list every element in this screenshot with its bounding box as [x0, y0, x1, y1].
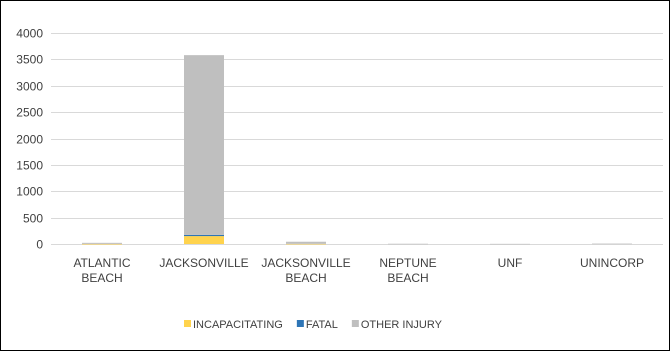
legend-swatch: [184, 320, 191, 327]
y-tick-label: 0: [36, 238, 43, 252]
bar-segment: [286, 244, 326, 245]
y-tick-label: 3000: [16, 80, 43, 94]
x-tick-label: JACKSONVILLE BEACH: [261, 256, 350, 285]
y-tick-label: 1000: [16, 185, 43, 199]
x-tick-label: UNF: [498, 256, 523, 270]
legend-swatch: [297, 320, 304, 327]
x-tick-label: NEPTUNE BEACH: [379, 256, 436, 285]
gridlines: [51, 34, 663, 245]
y-tick-label: 2000: [16, 133, 43, 147]
x-tick-label-line: JACKSONVILLE: [159, 256, 248, 270]
x-tick-label-line: UNF: [498, 256, 523, 270]
y-tick-label: 4000: [16, 27, 43, 41]
x-tick-label-line: BEACH: [81, 271, 122, 285]
legend-label: INCAPACITATING: [193, 319, 283, 331]
legend-label: FATAL: [306, 319, 338, 331]
bar-segment: [82, 244, 122, 245]
bar-segment: [286, 242, 326, 244]
bar-segment: [184, 235, 224, 236]
y-tick-label: 3500: [16, 53, 43, 67]
bars: [82, 55, 632, 244]
x-tick-label-line: NEPTUNE: [379, 256, 436, 270]
bar-segment: [592, 244, 632, 245]
y-tick-label: 1500: [16, 159, 43, 173]
legend-label: OTHER INJURY: [361, 319, 443, 331]
bar-segment: [184, 55, 224, 235]
bar-segment: [490, 244, 530, 245]
x-tick-label-line: UNINCORP: [580, 256, 644, 270]
y-tick-label: 500: [23, 212, 43, 226]
x-tick-label-line: BEACH: [285, 271, 326, 285]
x-tick-label: UNINCORP: [580, 256, 644, 270]
bar-segment: [184, 236, 224, 244]
x-tick-label-line: ATLANTIC: [73, 256, 130, 270]
legend: INCAPACITATING FATAL OTHER INJURY: [184, 319, 443, 331]
bar-segment: [388, 244, 428, 245]
y-axis: 0 500 1000 1500 2000 2500 3000 3500 4000: [16, 27, 43, 252]
x-tick-label-line: JACKSONVILLE: [261, 256, 350, 270]
y-tick-label: 2500: [16, 106, 43, 120]
x-tick-label: ATLANTIC BEACH: [73, 256, 130, 285]
legend-swatch: [352, 320, 359, 327]
bar-segment: [82, 243, 122, 244]
x-tick-label-line: BEACH: [387, 271, 428, 285]
x-tick-label: JACKSONVILLE: [159, 256, 248, 270]
